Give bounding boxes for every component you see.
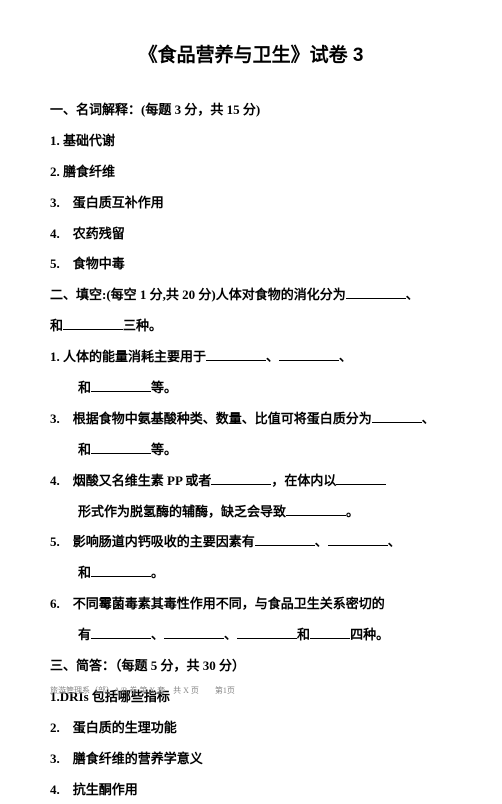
s2-q5-prefix: 5. 影响肠道内钙吸收的主要因素有	[50, 534, 255, 549]
s1-item-4: 4. 农药残留	[50, 219, 452, 249]
exam-title: 《食品营养与卫生》试卷 3	[50, 40, 452, 67]
blank	[237, 625, 297, 639]
s2-l2-prefix: 和	[50, 318, 63, 333]
s2-q6-l2-prefix: 有	[78, 627, 91, 642]
s2-q3-line2: 和等。	[50, 435, 452, 465]
s2-q3-prefix: 3. 根据食物中氨基酸种类、数量、比值可将蛋白质分为	[50, 411, 372, 426]
section3-header: 三、简答：（每题 5 分，共 30 分）	[50, 651, 452, 681]
s3-item-3: 3. 膳食纤维的营养学意义	[50, 744, 452, 774]
blank	[255, 532, 315, 546]
s1-item-1: 1. 基础代谢	[50, 126, 452, 156]
s2-q4: 4. 烟酸又名维生素 PP 或者 ，在体内以	[50, 466, 452, 496]
s2-q4-end: 。	[346, 504, 359, 519]
s2-header-prefix: 二、填空:(每空 1 分,共 20 分)人体对食物的消化分为	[50, 287, 346, 302]
s2-q6-prefix: 6. 不同霉菌毒素其毒性作用不同，与食品卫生关系密切的	[50, 596, 385, 611]
s2-q4-line2: 形式作为脱氢酶的辅酶，缺乏会导致 。	[50, 497, 452, 527]
s2-q4-l2: 形式作为脱氢酶的辅酶，缺乏会导致	[78, 504, 286, 519]
s2-l2-suffix: 三种。	[123, 318, 162, 333]
s2-q4-mid: ，在体内以	[271, 473, 336, 488]
s2-q6: 6. 不同霉菌毒素其毒性作用不同，与食品卫生关系密切的	[50, 589, 452, 619]
blank	[91, 440, 151, 454]
s2-q5: 5. 影响肠道内钙吸收的主要因素有、、	[50, 527, 452, 557]
blank	[91, 378, 151, 392]
page-footer: 旅游管理系（部）A/B 卷 第 X 套 共 X 页 第1页	[50, 685, 235, 696]
s2-q5-line2: 和。	[50, 558, 452, 588]
blank	[336, 471, 386, 485]
s2-q1: 1. 人体的能量消耗主要用于、、	[50, 342, 452, 372]
blank	[310, 625, 350, 639]
s2-q3: 3. 根据食物中氨基酸种类、数量、比值可将蛋白质分为、	[50, 404, 452, 434]
blank	[346, 285, 406, 299]
blank	[279, 347, 339, 361]
s2-line2: 和 三种。	[50, 311, 452, 341]
s2-q6-suffix: 四种。	[350, 627, 389, 642]
s1-item-2: 2. 膳食纤维	[50, 157, 452, 187]
blank	[164, 625, 224, 639]
section2-header: 二、填空:(每空 1 分,共 20 分)人体对食物的消化分为 、	[50, 280, 452, 310]
blank	[206, 347, 266, 361]
blank	[63, 316, 123, 330]
s2-q1-suffix: 等。	[151, 380, 177, 395]
s1-item-5: 5. 食物中毒	[50, 249, 452, 279]
s1-item-3: 3. 蛋白质互补作用	[50, 188, 452, 218]
s2-header-suffix: 、	[406, 287, 419, 302]
blank	[372, 409, 422, 423]
s3-item-4: 4. 抗生酮作用	[50, 775, 452, 804]
s2-q1-prefix: 1. 人体的能量消耗主要用于	[50, 349, 206, 364]
blank	[286, 502, 346, 516]
s2-q1-line2: 和等。	[50, 373, 452, 403]
blank	[328, 532, 388, 546]
blank	[211, 471, 271, 485]
s2-q6-line2: 有、、和四种。	[50, 620, 452, 650]
s2-q5-end: 。	[151, 565, 164, 580]
s2-q4-prefix: 4. 烟酸又名维生素 PP 或者	[50, 473, 211, 488]
blank	[91, 625, 151, 639]
exam-content: 一、名词解释：(每题 3 分，共 15 分) 1. 基础代谢 2. 膳食纤维 3…	[50, 95, 452, 804]
section1-header: 一、名词解释：(每题 3 分，共 15 分)	[50, 95, 452, 125]
s2-q3-suffix: 等。	[151, 442, 177, 457]
blank	[91, 563, 151, 577]
s3-item-2: 2. 蛋白质的生理功能	[50, 713, 452, 743]
